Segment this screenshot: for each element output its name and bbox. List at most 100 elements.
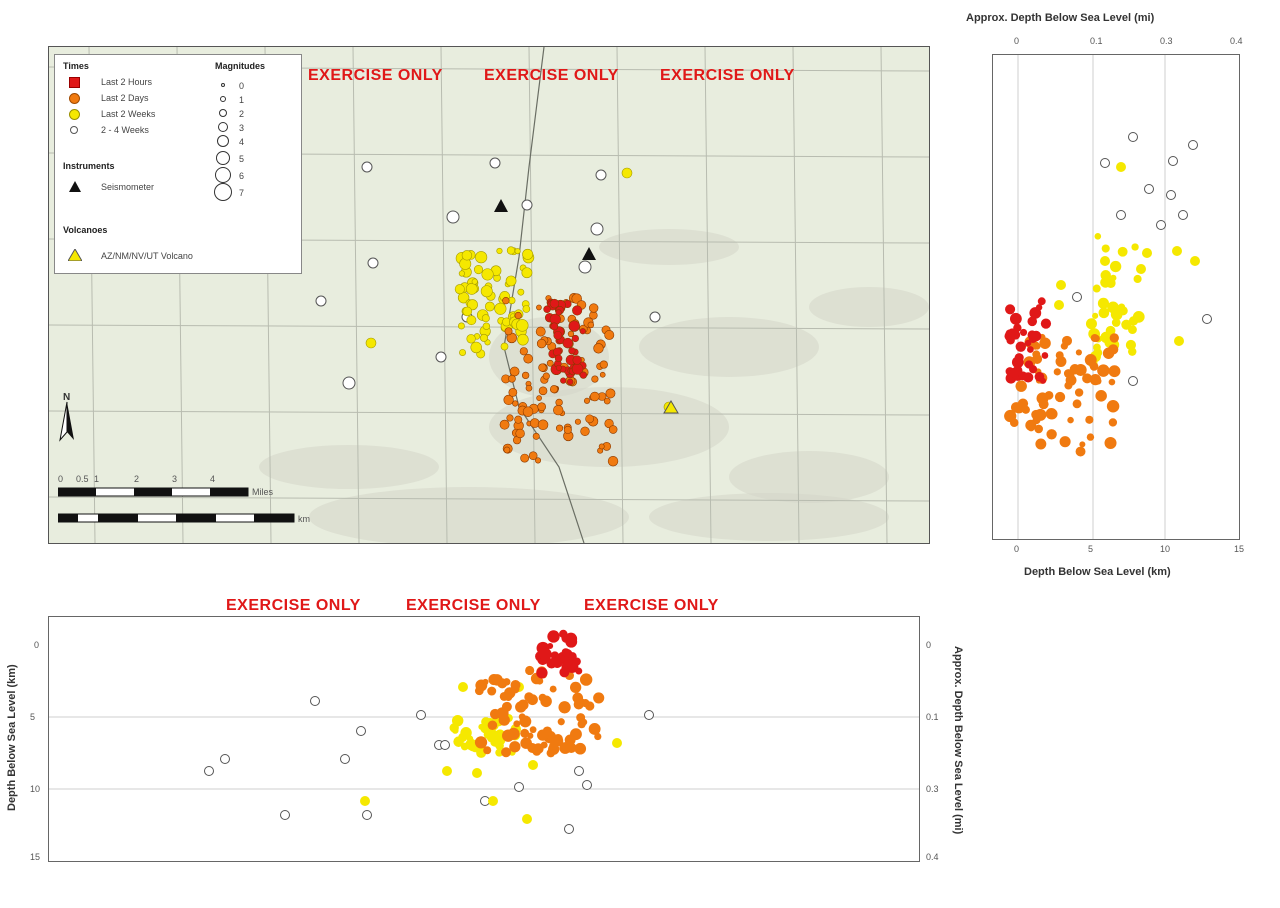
earthquake-marker bbox=[1128, 325, 1137, 335]
earthquake-marker bbox=[1118, 303, 1126, 311]
earthquake-marker bbox=[480, 285, 493, 298]
terrain-shade bbox=[599, 229, 739, 265]
earthquake-marker bbox=[599, 360, 608, 369]
earthquake-marker bbox=[559, 667, 570, 678]
cross-left-tick: 10 bbox=[30, 784, 41, 794]
earthquake-marker bbox=[1136, 264, 1146, 274]
earthquake-marker bbox=[567, 330, 575, 338]
earthquake-marker bbox=[1085, 415, 1094, 424]
magnitude-circle-icon bbox=[214, 183, 232, 201]
earthquake-marker bbox=[474, 686, 484, 696]
earthquake-marker bbox=[1045, 408, 1058, 420]
magnitude-label: 6 bbox=[239, 171, 245, 181]
earthquake-marker bbox=[517, 333, 529, 346]
earthquake-marker bbox=[496, 707, 509, 720]
earthquake-marker bbox=[509, 741, 521, 753]
earthquake-marker bbox=[537, 667, 546, 676]
scale-tick-label: 0 bbox=[58, 474, 64, 484]
earthquake-marker bbox=[1156, 220, 1166, 230]
magnitude-label: 3 bbox=[239, 123, 245, 133]
earthquake-marker bbox=[536, 338, 547, 349]
earthquake-marker bbox=[489, 157, 501, 169]
earthquake-marker bbox=[595, 169, 607, 181]
map-canvas[interactable] bbox=[49, 47, 929, 543]
earthquake-marker bbox=[494, 302, 507, 315]
depth-bottom-tick: 0 bbox=[1014, 544, 1020, 554]
earthquake-marker bbox=[536, 677, 544, 685]
earthquake-marker bbox=[1116, 162, 1126, 172]
earthquake-marker bbox=[549, 385, 559, 394]
earthquake-marker bbox=[1166, 190, 1176, 200]
earthquake-marker bbox=[1015, 380, 1027, 392]
seismometer-icon bbox=[494, 199, 508, 212]
earthquake-marker bbox=[594, 732, 602, 741]
magnitude-label: 0 bbox=[239, 81, 245, 91]
earthquake-marker bbox=[605, 388, 616, 399]
earthquake-marker bbox=[1100, 158, 1110, 168]
earthquake-marker bbox=[503, 394, 514, 406]
map-view[interactable] bbox=[48, 46, 930, 544]
scale-tick-label: 2 bbox=[134, 474, 140, 484]
scale-tick-label: 3 bbox=[172, 474, 178, 484]
earthquake-marker bbox=[1188, 140, 1198, 150]
earthquake-marker bbox=[566, 378, 574, 386]
earthquake-marker bbox=[523, 353, 533, 364]
earthquake-marker bbox=[547, 630, 560, 643]
earthquake-marker bbox=[356, 726, 366, 736]
earthquake-marker bbox=[1034, 408, 1047, 421]
earthquake-marker bbox=[578, 260, 592, 274]
earthquake-marker bbox=[555, 398, 563, 407]
earthquake-marker bbox=[481, 314, 490, 323]
earthquake-marker bbox=[562, 337, 574, 349]
earthquake-marker bbox=[1132, 310, 1145, 323]
earthquake-marker bbox=[555, 309, 562, 316]
earthquake-marker bbox=[1036, 392, 1049, 405]
earthquake-marker bbox=[546, 748, 556, 758]
earthquake-marker bbox=[574, 742, 587, 755]
grid-line bbox=[49, 496, 929, 502]
earthquake-marker bbox=[514, 248, 521, 255]
cross-section-canvas bbox=[49, 629, 919, 834]
earthquake-marker bbox=[502, 297, 510, 305]
earthquake-marker bbox=[535, 326, 546, 337]
depth-top-tick: 0 bbox=[1014, 36, 1020, 46]
earthquake-marker bbox=[1098, 307, 1110, 319]
earthquake-marker bbox=[503, 446, 511, 454]
earthquake-marker bbox=[506, 246, 516, 255]
earthquake-marker bbox=[536, 395, 542, 401]
earthquake-marker bbox=[510, 680, 521, 691]
earthquake-marker bbox=[522, 248, 534, 260]
earthquake-marker bbox=[315, 295, 327, 307]
depth-bottom-tick: 10 bbox=[1160, 544, 1171, 554]
earthquake-marker bbox=[435, 351, 447, 363]
earthquake-marker bbox=[1131, 243, 1139, 251]
exercise-label: EXERCISE ONLY bbox=[406, 597, 541, 614]
terrain-shade bbox=[729, 451, 889, 503]
earthquake-marker bbox=[547, 642, 554, 650]
earthquake-marker bbox=[480, 723, 490, 734]
earthquake-marker bbox=[1108, 418, 1118, 427]
earthquake-marker bbox=[516, 319, 529, 332]
earthquake-marker bbox=[502, 729, 515, 742]
earthquake-marker bbox=[520, 728, 530, 738]
earthquake-marker bbox=[220, 754, 230, 764]
earthquake-marker bbox=[579, 328, 586, 335]
earthquake-marker bbox=[1128, 347, 1137, 356]
terrain-shade bbox=[809, 287, 929, 327]
cross-left-tick: 0 bbox=[34, 640, 40, 650]
earthquake-marker bbox=[1089, 374, 1102, 386]
earthquake-marker bbox=[1172, 246, 1182, 256]
earthquake-marker bbox=[527, 694, 538, 706]
depth-top-tick: 0.4 bbox=[1230, 36, 1243, 46]
earthquake-marker bbox=[546, 359, 554, 367]
earthquake-marker bbox=[1128, 376, 1138, 386]
earthquake-marker bbox=[538, 647, 552, 661]
earthquake-marker bbox=[1035, 438, 1047, 450]
earthquake-marker bbox=[538, 693, 547, 702]
earthquake-marker bbox=[1190, 256, 1200, 266]
earthquake-marker bbox=[583, 397, 590, 404]
earthquake-marker bbox=[465, 283, 478, 295]
earthquake-marker bbox=[466, 315, 477, 326]
earthquake-marker bbox=[1079, 441, 1086, 448]
earthquake-marker bbox=[1039, 337, 1051, 349]
